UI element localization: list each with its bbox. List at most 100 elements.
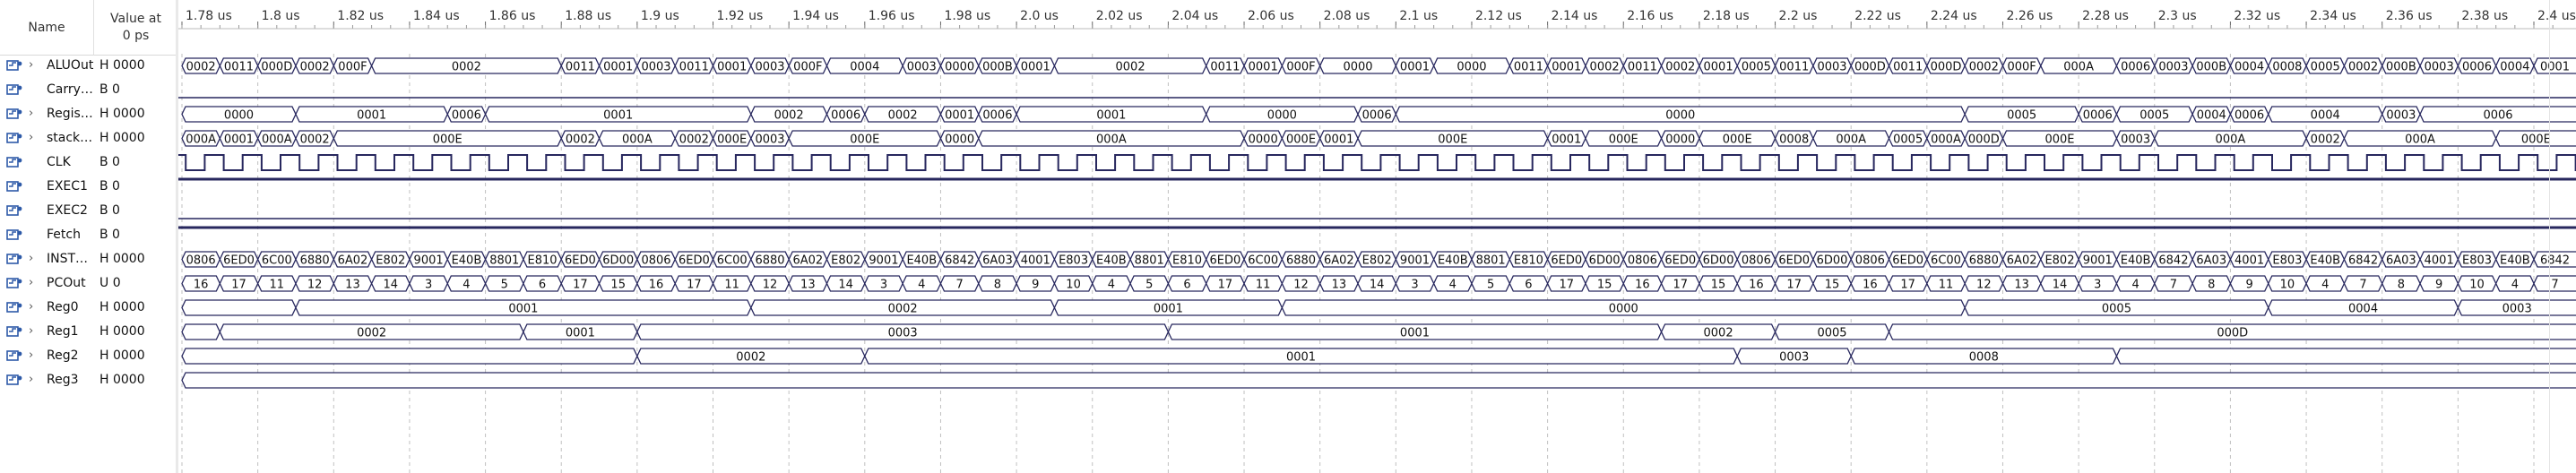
bus-value-label: 10 (1066, 279, 1081, 292)
bus-value-label: 0005 (2311, 61, 2340, 74)
bus-value-label: 0001 (224, 133, 254, 147)
bus-value-label: 0004 (2311, 109, 2340, 123)
bus-value-label: 000A (186, 133, 216, 147)
bus-value-label: 000E (433, 133, 462, 147)
bus-value-label: 0005 (1742, 61, 1771, 74)
bus-segment (2419, 106, 2576, 123)
signal-list-panel: Name Value at 0 ps › ALUOut H 0000 CarryQ..… (0, 0, 178, 473)
bus-value-label: 15 (610, 279, 626, 292)
bus-value-label: 0000 (1249, 133, 1278, 147)
bus-value-label: 13 (2014, 279, 2029, 292)
bus-value-label: 6C00 (262, 254, 292, 268)
bus-value-label: 0001 (945, 109, 974, 123)
waveform-reg1: 0002 0001 0003 0001 0002 0005 000D (181, 323, 2576, 340)
signal-row-registers[interactable]: › Registe... H 0000 (0, 102, 178, 126)
bus-value-label: 000D (1968, 133, 2000, 147)
bus-segment (2533, 251, 2576, 268)
signal-name: Registe... (47, 107, 95, 121)
bus-value-label: 7 (2359, 279, 2366, 292)
bus-value-label: 000E (1609, 133, 1638, 147)
ruler-tick-label: 2.02 us (1096, 9, 1143, 23)
value-column-header-line1: Value at (110, 11, 161, 26)
bus-value-label: 4 (2511, 279, 2519, 292)
ruler-tick-label: 2.04 us (1171, 9, 1218, 23)
bus-value-label: 0001 (603, 109, 633, 123)
signal-row-aluout[interactable]: › ALUOut H 0000 (0, 54, 178, 78)
bus-value-label: 0005 (2139, 109, 2169, 123)
ruler-tick-label: 2.24 us (1931, 9, 1977, 23)
value-column-header[interactable]: Value at 0 ps (94, 0, 177, 56)
signal-row-carryout[interactable]: CarryQ... B 0 (0, 78, 178, 102)
bus-value-label: 6A02 (792, 254, 823, 268)
ruler-tick-label: 1.8 us (262, 9, 300, 23)
bus-value-label: 16 (649, 279, 664, 292)
ruler-tick-label: 1.9 us (641, 9, 679, 23)
bus-value-label: 0006 (2083, 109, 2113, 123)
expand-chevron-icon[interactable]: › (29, 373, 34, 386)
signal-icon (6, 278, 22, 288)
expand-chevron-icon[interactable]: › (29, 107, 34, 120)
waveform-panel[interactable]: 1.78 us 1.8 us 1.82 us 1.84 us 1.86 us 1.88 u… (178, 0, 2576, 473)
bus-value-label: 000D (1931, 61, 1962, 74)
signal-row-stackout[interactable]: › stackOut H 0000 (0, 126, 178, 150)
waveform-canvas[interactable]: 1.78 us 1.8 us 1.82 us 1.84 us 1.86 us 1.88 u… (178, 0, 2576, 473)
signal-row-reg0[interactable]: › Reg0 H 0000 (0, 296, 178, 320)
bus-value-label: 6D00 (602, 254, 634, 268)
ruler-tick-label: 2.32 us (2234, 9, 2280, 23)
expand-chevron-icon[interactable]: › (29, 252, 34, 265)
bus-segment (181, 299, 297, 316)
bus-value-label: 6ED0 (1778, 254, 1810, 268)
bus-value-label: 16 (1749, 279, 1764, 292)
ruler-tick-label: 2.18 us (1703, 9, 1750, 23)
signal-row-reg1[interactable]: › Reg1 H 0000 (0, 320, 178, 344)
bus-value-label: 12 (763, 279, 778, 292)
ruler-tick-label: 1.94 us (792, 9, 839, 23)
signal-name: Reg3 (47, 373, 79, 387)
signal-row-reg3[interactable]: › Reg3 H 0000 (0, 368, 178, 392)
bus-value-label: 000A (2216, 133, 2246, 147)
panel-splitter[interactable] (176, 0, 178, 473)
bus-value-label: 0001 (1704, 61, 1733, 74)
bus-value-label: E40B (906, 254, 937, 268)
bus-value-label: 5 (1487, 279, 1494, 292)
signal-name: EXEC2 (47, 203, 88, 218)
bus-value-label: 0001 (717, 61, 747, 74)
signal-row-fetch[interactable]: Fetch B 0 (0, 223, 178, 247)
bus-value-label: 11 (1256, 279, 1271, 292)
signal-row-pcout[interactable]: › PCOut U 0 (0, 271, 178, 296)
signal-value: H 0000 (99, 58, 145, 73)
expand-chevron-icon[interactable]: › (29, 131, 34, 144)
bus-value-label: 0004 (2197, 109, 2226, 123)
bus-value-label: 0001 (357, 109, 386, 123)
bus-value-label: E803 (2272, 254, 2302, 268)
expand-chevron-icon[interactable]: › (29, 324, 34, 338)
expand-chevron-icon[interactable]: › (29, 348, 34, 362)
bus-value-label: 0001 (1154, 303, 1183, 316)
signal-row-instrout[interactable]: › INSTR_... H 0000 (0, 247, 178, 271)
bus-value-label: 0806 (641, 254, 670, 268)
bus-value-label: 0001 (1096, 109, 1126, 123)
signal-row-exec1[interactable]: EXEC1 B 0 (0, 175, 178, 199)
signal-value: B 0 (99, 203, 120, 218)
ruler-tick-label: 1.88 us (565, 9, 611, 23)
name-column-header[interactable]: Name (0, 0, 94, 56)
expand-chevron-icon[interactable]: › (29, 300, 34, 314)
signal-row-exec2[interactable]: EXEC2 B 0 (0, 199, 178, 223)
bus-value-label: 15 (1825, 279, 1840, 292)
bus-value-label: 0004 (2235, 61, 2264, 74)
bus-value-label: 0002 (1969, 61, 1999, 74)
bus-value-label: 9001 (2083, 254, 2113, 268)
bus-value-label: 000B (982, 61, 1013, 74)
signal-row-clk[interactable]: CLK B 0 (0, 150, 178, 175)
bus-value-label: E40B (2310, 254, 2340, 268)
bus-value-label: 0002 (888, 303, 918, 316)
bus-value-label: 16 (1863, 279, 1878, 292)
expand-chevron-icon[interactable]: › (29, 276, 34, 289)
ruler-tick-label: 2.14 us (1552, 9, 1598, 23)
signal-row-reg2[interactable]: › Reg2 H 0000 (0, 344, 178, 368)
bus-value-label: 6ED0 (679, 254, 710, 268)
bus-value-label: 0001 (603, 61, 633, 74)
bus-value-label: 6ED0 (1892, 254, 1923, 268)
expand-chevron-icon[interactable]: › (29, 58, 34, 72)
